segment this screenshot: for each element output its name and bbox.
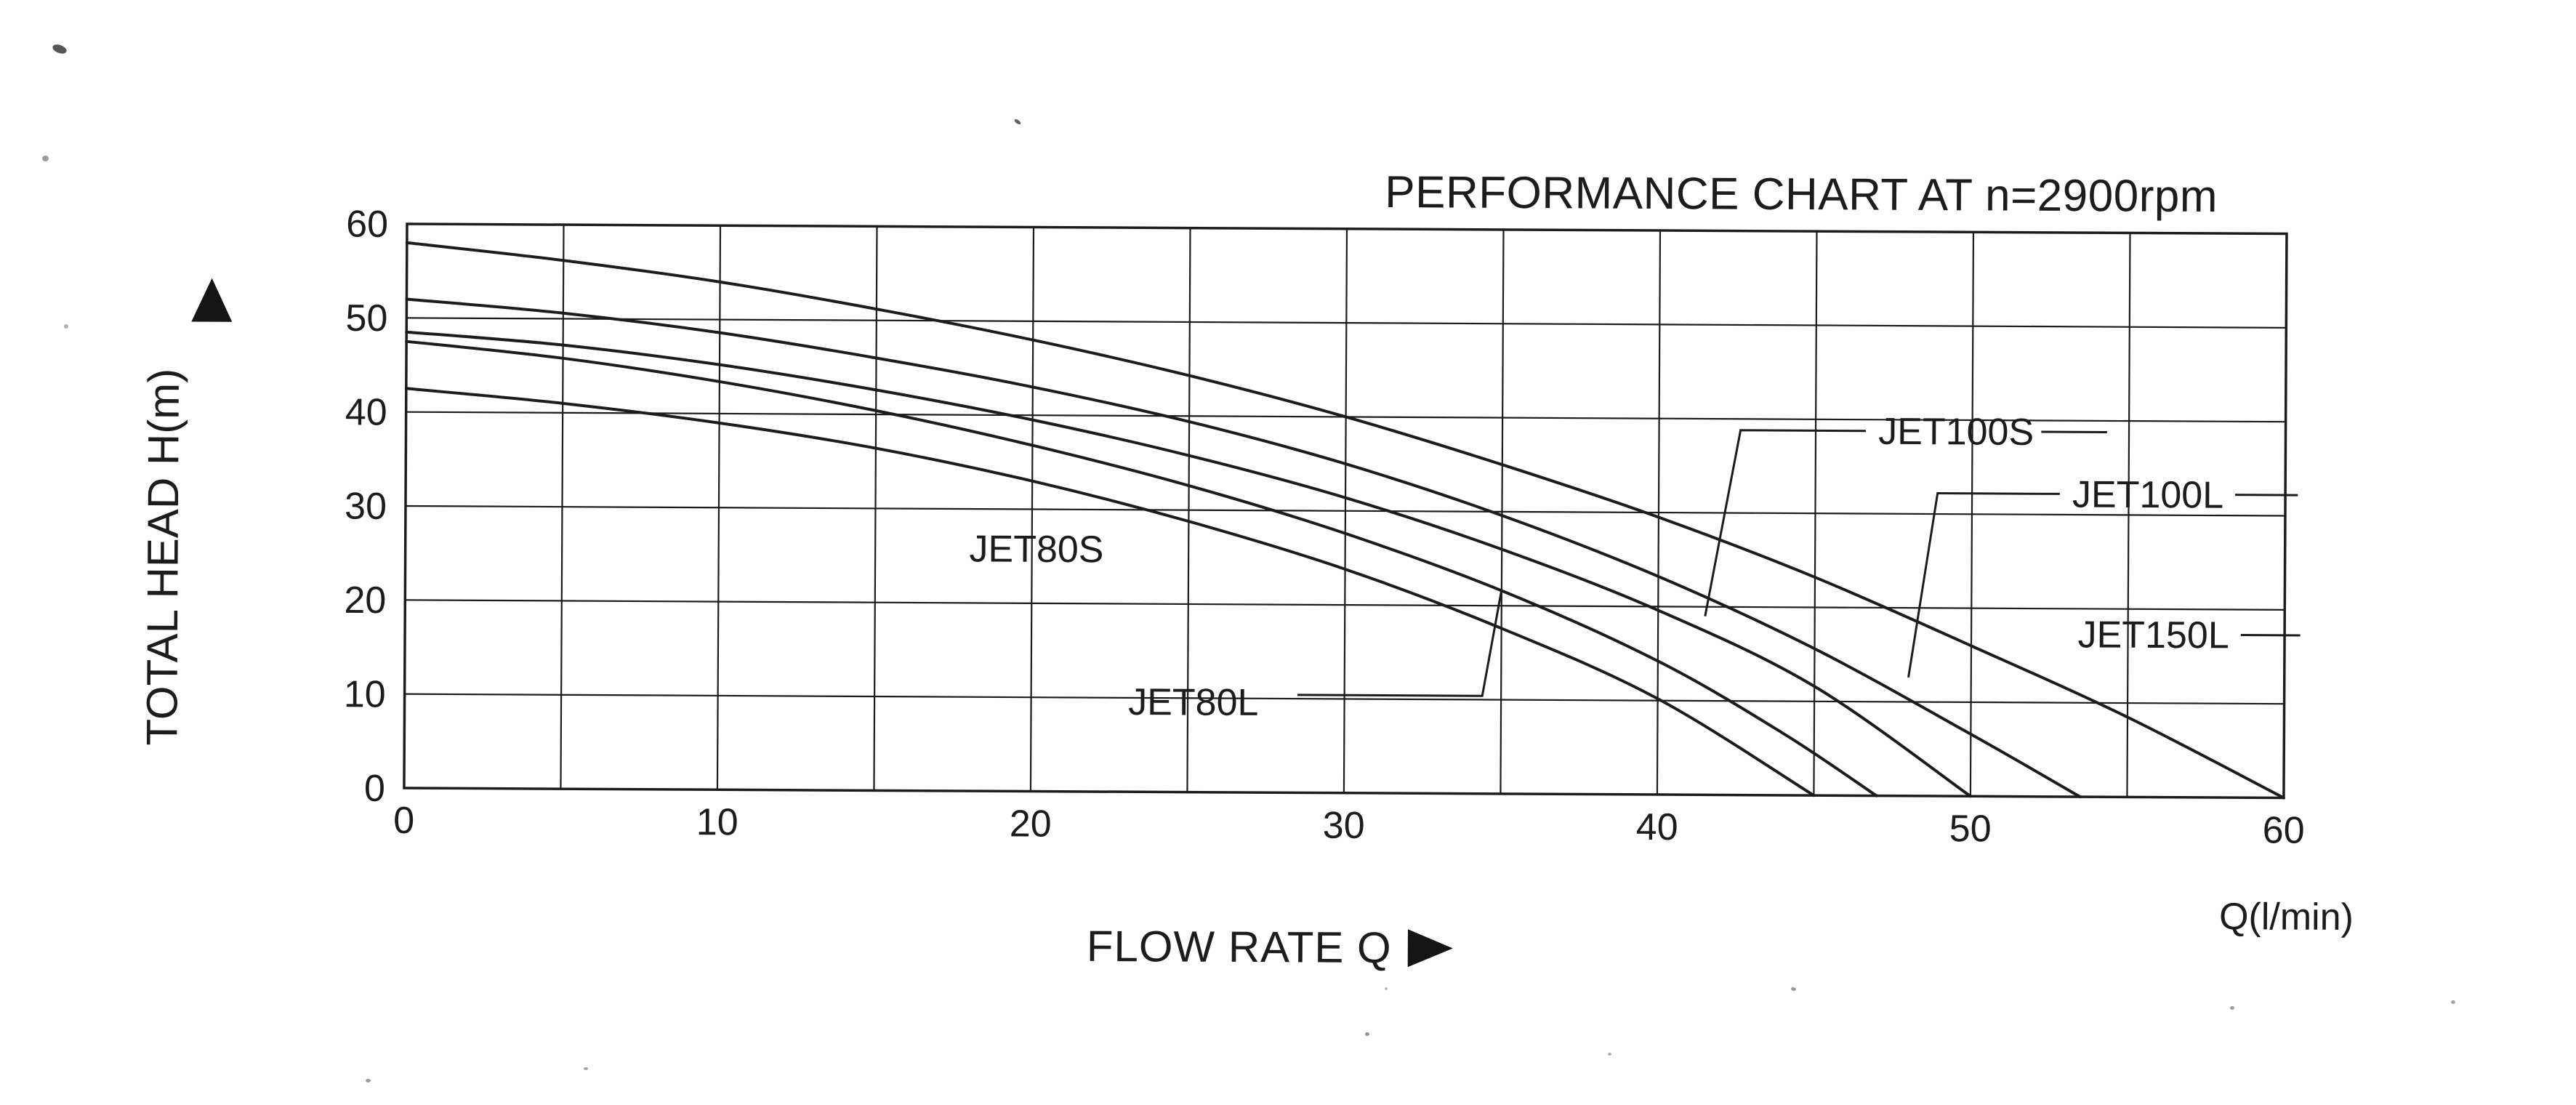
curve-label-jet100s: JET100S	[1878, 411, 2034, 454]
scan-speck	[2230, 1006, 2234, 1010]
x-tick-label: 0	[393, 800, 414, 842]
scan-speck	[64, 324, 68, 329]
y-axis-label: TOTAL HEAD H(m)	[137, 368, 188, 746]
plot-border	[403, 222, 2288, 800]
x-tick-label: 40	[1636, 806, 1678, 848]
x-axis-unit: Q(l/min)	[2218, 896, 2354, 939]
curve-jet80s	[404, 387, 1816, 797]
x-tick-label: 20	[1010, 803, 1052, 845]
chart-title: PERFORMANCE CHART AT n=2900rpm	[1385, 167, 2218, 222]
curve-label-jet150l: JET150L	[2077, 614, 2229, 656]
scan-speck	[584, 1067, 588, 1070]
curve-jet100s	[405, 330, 1972, 798]
x-tick-label: 50	[1949, 808, 1992, 850]
label-leader-line	[1297, 589, 1503, 697]
grid-line-horizontal	[404, 693, 2285, 705]
y-tick-label: 0	[364, 768, 385, 810]
grid-line-horizontal	[405, 599, 2285, 611]
curve-label-jet80l: JET80L	[1128, 681, 1259, 724]
y-tick-label: 30	[345, 486, 387, 528]
x-tick-label: 60	[2263, 809, 2305, 851]
x-tick-label: 10	[696, 801, 738, 843]
curve-jet150l	[405, 241, 2285, 800]
right-arrow-icon	[1407, 928, 1453, 968]
scan-speck	[1608, 1053, 1611, 1056]
y-tick-label: 10	[344, 673, 386, 715]
label-leader-line	[1907, 492, 2060, 678]
label-leader-line	[1704, 429, 1867, 616]
x-axis-label: FLOW RATE Q	[1086, 921, 1392, 973]
scan-speck	[42, 156, 49, 161]
scan-speck	[1385, 987, 1388, 990]
x-tick-label: 30	[1323, 805, 1365, 847]
grid-line-horizontal	[406, 317, 2287, 329]
y-tick-label: 40	[345, 391, 387, 433]
y-tick-label: 50	[345, 297, 387, 339]
curve-jet80l	[405, 339, 1878, 797]
y-tick-label: 60	[346, 204, 388, 246]
grid-line-horizontal	[405, 505, 2285, 517]
up-arrow-icon	[191, 278, 233, 322]
x-axis-title: FLOW RATE Q	[1087, 921, 1453, 973]
scan-speck	[1365, 1032, 1369, 1036]
curve-jet100l	[405, 297, 2082, 799]
scan-speck	[2451, 1000, 2455, 1004]
scan-speck	[366, 1079, 371, 1082]
curve-label-jet100l: JET100L	[2072, 474, 2223, 517]
curve-label-jet80s: JET80S	[969, 528, 1103, 571]
y-tick-label: 20	[344, 579, 386, 622]
